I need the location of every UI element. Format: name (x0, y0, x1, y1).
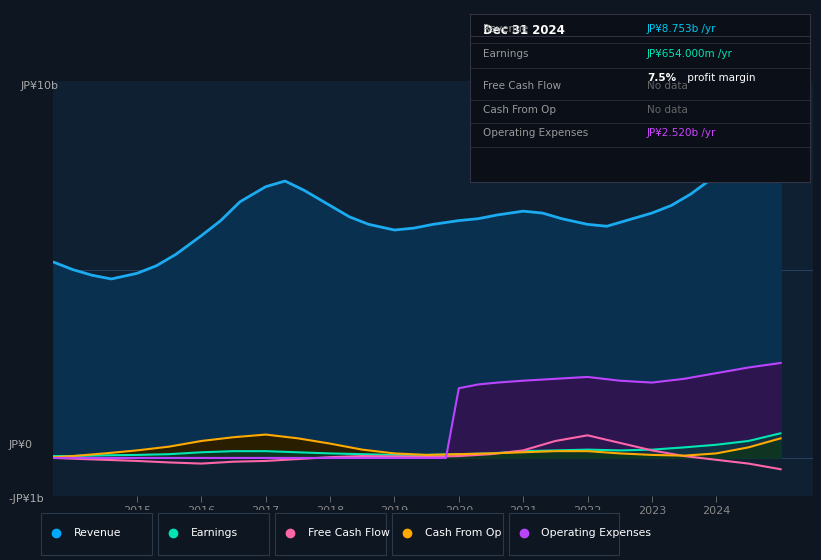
Text: -JP¥1b: -JP¥1b (8, 494, 44, 505)
Text: JP¥10b: JP¥10b (21, 81, 58, 91)
Text: JP¥2.520b /yr: JP¥2.520b /yr (647, 128, 716, 138)
FancyBboxPatch shape (41, 513, 152, 555)
Text: Free Cash Flow: Free Cash Flow (484, 81, 562, 91)
FancyBboxPatch shape (392, 513, 502, 555)
Text: Cash From Op: Cash From Op (424, 529, 501, 538)
Text: 7.5%: 7.5% (647, 73, 676, 83)
Text: No data: No data (647, 105, 688, 115)
FancyBboxPatch shape (275, 513, 386, 555)
Text: profit margin: profit margin (684, 73, 756, 83)
Text: Free Cash Flow: Free Cash Flow (308, 529, 390, 538)
Text: Operating Expenses: Operating Expenses (484, 128, 589, 138)
Text: JP¥0: JP¥0 (8, 440, 32, 450)
FancyBboxPatch shape (508, 513, 619, 555)
Text: Revenue: Revenue (484, 24, 529, 34)
Text: JP¥8.753b /yr: JP¥8.753b /yr (647, 24, 716, 34)
Text: Revenue: Revenue (74, 529, 122, 538)
Text: Operating Expenses: Operating Expenses (542, 529, 652, 538)
Text: Cash From Op: Cash From Op (484, 105, 557, 115)
Text: No data: No data (647, 81, 688, 91)
Text: Earnings: Earnings (484, 49, 529, 59)
Text: JP¥654.000m /yr: JP¥654.000m /yr (647, 49, 732, 59)
Text: Earnings: Earnings (191, 529, 238, 538)
Text: Dec 31 2024: Dec 31 2024 (484, 24, 565, 37)
FancyBboxPatch shape (158, 513, 268, 555)
